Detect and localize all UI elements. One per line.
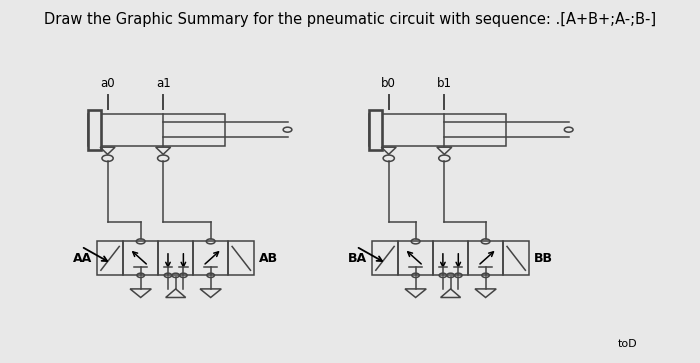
Text: BA: BA <box>348 252 367 265</box>
Bar <box>503 241 529 275</box>
Bar <box>433 241 468 275</box>
Text: toD: toD <box>618 339 638 350</box>
Bar <box>228 241 254 275</box>
Bar <box>193 241 228 275</box>
Text: BB: BB <box>534 252 553 265</box>
Bar <box>158 241 193 275</box>
Bar <box>398 241 433 275</box>
Text: a1: a1 <box>156 77 171 90</box>
Bar <box>88 110 102 150</box>
Bar <box>372 241 398 275</box>
Bar <box>468 241 503 275</box>
Bar <box>88 114 225 146</box>
Bar <box>123 241 158 275</box>
Text: AB: AB <box>260 252 279 265</box>
Text: a0: a0 <box>100 77 115 90</box>
Bar <box>97 241 123 275</box>
Text: b1: b1 <box>437 77 452 90</box>
Text: AA: AA <box>73 252 92 265</box>
Bar <box>369 110 382 150</box>
Text: b0: b0 <box>382 77 396 90</box>
Bar <box>369 114 506 146</box>
Text: Draw the Graphic Summary for the pneumatic circuit with sequence: .[A+B+;A-;B-]: Draw the Graphic Summary for the pneumat… <box>44 12 656 27</box>
